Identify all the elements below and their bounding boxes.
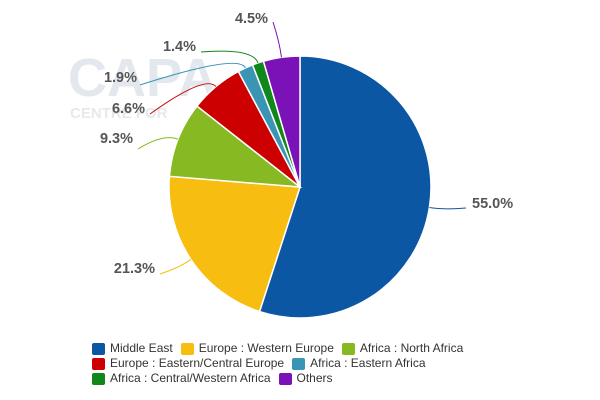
legend-swatch	[180, 342, 194, 355]
legend-label: Others	[296, 371, 333, 385]
legend-swatch	[341, 342, 355, 355]
legend-label: Europe : Eastern/Central Europe	[110, 356, 285, 370]
leader-line-middle-east	[429, 207, 467, 210]
leader-line-africa-eastern-africa	[139, 62, 246, 86]
legend-label: Africa : Eastern Africa	[310, 356, 426, 370]
legend-item-central-western-africa[interactable]: Africa : Central/Western Africa	[92, 371, 271, 386]
leader-line-europe-western-europe	[159, 259, 192, 275]
legend-swatch	[92, 357, 105, 370]
legend-row: Africa : Central/Western Africa Others	[92, 371, 532, 386]
legend-item-others[interactable]: Others	[278, 371, 333, 386]
data-label-africa-central-western-africa: 1.4%	[163, 39, 196, 55]
legend-item-eastern-africa[interactable]: Africa : Eastern Africa	[292, 356, 426, 371]
legend-item-north-africa[interactable]: Africa : North Africa	[341, 341, 464, 356]
data-label-europe-western-europe: 21.3%	[114, 261, 155, 277]
legend-label: Africa : Central/Western Africa	[110, 371, 271, 385]
leader-line-others	[272, 21, 282, 58]
legend-label: Middle East	[110, 341, 173, 355]
leader-line-africa-north-africa	[137, 137, 179, 150]
legend-label: Europe : Western Europe	[198, 341, 334, 355]
leader-line-europe-eastern-central-europe	[149, 83, 217, 115]
pie-slice-middle-east[interactable]	[258, 55, 432, 319]
watermark-subtext: CENTRE FOR	[70, 105, 168, 122]
legend-swatch	[92, 342, 105, 355]
data-label-africa-eastern-africa: 1.9%	[104, 70, 137, 86]
pie-chart: CAPA CENTRE FOR 55.0% 21.3% 9.3% 6.6% 1.9% 1.…	[68, 11, 513, 319]
legend-label: Africa : North Africa	[359, 341, 464, 355]
data-label-others: 4.5%	[235, 11, 268, 27]
leader-line-africa-central-western-africa	[200, 50, 259, 64]
pie-slice-africa-north-africa[interactable]	[168, 105, 303, 188]
watermark-logo: CAPA	[68, 48, 217, 108]
legend-item-eastern-central-europe[interactable]: Europe : Eastern/Central Europe	[92, 356, 284, 371]
watermark: CAPA CENTRE FOR	[68, 48, 217, 122]
data-label-middle-east: 55.0%	[472, 196, 513, 212]
legend-row: Europe : Eastern/Central Europe Africa :…	[92, 356, 532, 371]
data-label-africa-north-africa: 9.3%	[100, 131, 133, 147]
pie-slice-others[interactable]	[262, 55, 301, 188]
legend-swatch	[278, 372, 292, 385]
legend-item-middle-east[interactable]: Middle East	[92, 341, 173, 356]
legend-item-western-europe[interactable]: Europe : Western Europe	[180, 341, 334, 356]
legend-swatch	[292, 357, 306, 370]
legend: Middle East Europe : Western Europe Afri…	[92, 341, 532, 386]
legend-row: Middle East Europe : Western Europe Afri…	[92, 341, 532, 356]
legend-swatch	[92, 372, 105, 385]
data-label-europe-eastern-central-europe: 6.6%	[112, 101, 145, 117]
pie-slice-europe-western-europe[interactable]	[168, 175, 302, 313]
